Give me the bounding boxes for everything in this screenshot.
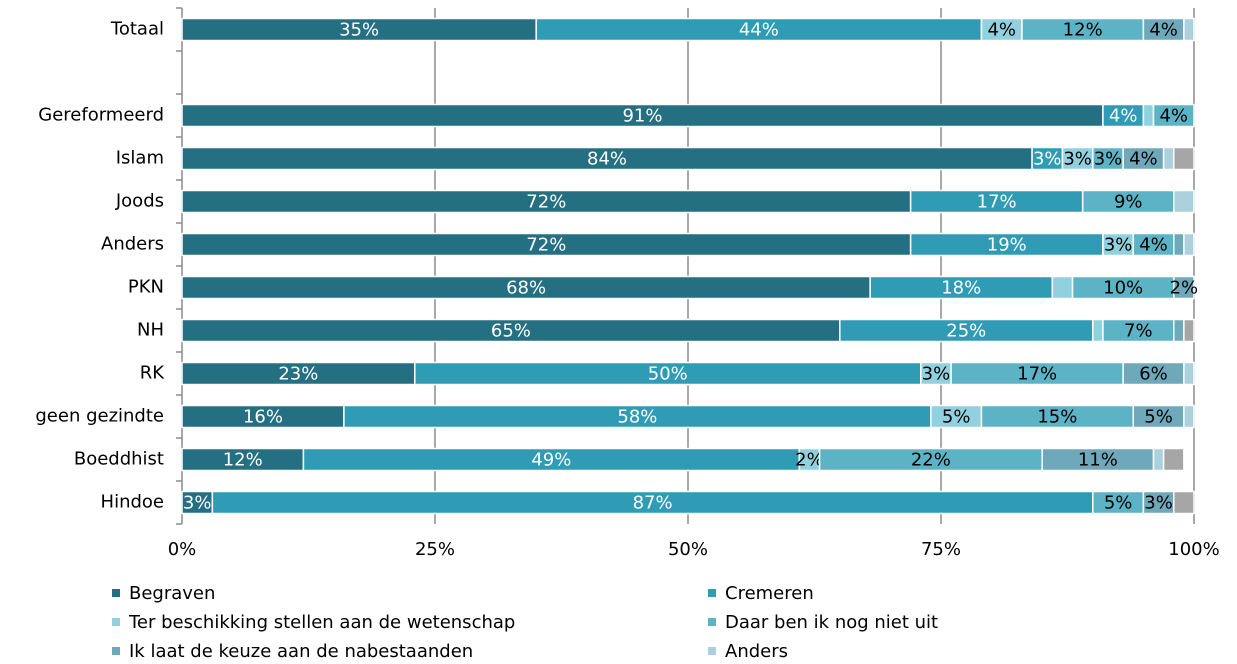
legend-swatch [112, 589, 120, 597]
data-label: 5% [942, 407, 971, 428]
bar-segment [1173, 490, 1195, 515]
y-tick-label: Hindoe [101, 492, 164, 513]
data-label: 7% [1124, 321, 1153, 342]
data-label: 84% [587, 149, 627, 170]
data-label: 4% [987, 20, 1016, 41]
data-label: 5% [1144, 407, 1173, 428]
y-tick-label: Anders [101, 234, 164, 255]
bar-segment [1183, 17, 1195, 42]
bar-segment [1173, 189, 1195, 214]
data-label: 12% [223, 450, 263, 471]
x-tick-label: 50% [668, 539, 708, 560]
bar-segment [1173, 146, 1195, 171]
legend-label: Begraven [129, 583, 215, 604]
data-label: 4% [1149, 20, 1178, 41]
bar-segment [1162, 447, 1185, 472]
data-label: 91% [622, 106, 662, 127]
data-label: 2% [1170, 278, 1199, 299]
legend-label: Ik laat de keuze aan de nabestaanden [129, 641, 473, 662]
data-label: 44% [739, 20, 779, 41]
y-tick-label: Totaal [110, 19, 164, 40]
data-label: 6% [1139, 364, 1168, 385]
legend-swatch [708, 647, 716, 655]
data-label: 3% [1063, 149, 1092, 170]
data-label: 17% [977, 192, 1017, 213]
bar-segment [1162, 146, 1175, 171]
data-label: 16% [243, 407, 283, 428]
bar-segment [1051, 275, 1074, 300]
bar-segment [1183, 318, 1195, 343]
legend-swatch [112, 647, 120, 655]
y-tick-label: Gereformeerd [38, 105, 164, 126]
x-tick-label: 25% [415, 539, 455, 560]
data-label: 11% [1078, 450, 1118, 471]
data-label: 3% [922, 364, 951, 385]
data-label: 3% [183, 493, 212, 514]
bar-segment [1173, 318, 1185, 343]
data-label: 23% [278, 364, 318, 385]
y-tick-label: Islam [116, 148, 164, 169]
data-label: 2% [795, 450, 824, 471]
data-label: 68% [506, 278, 546, 299]
bar-segment [1183, 361, 1195, 386]
data-label: 22% [911, 450, 951, 471]
y-tick-label: NH [137, 320, 164, 341]
bar-segment [1142, 103, 1155, 128]
data-label: 4% [1139, 235, 1168, 256]
bar-segment [1183, 404, 1195, 429]
data-label: 49% [531, 450, 571, 471]
bar-segment [1173, 275, 1195, 300]
bar-segment [1173, 232, 1185, 257]
data-label: 4% [1159, 106, 1188, 127]
data-label: 4% [1129, 149, 1158, 170]
data-label: 35% [339, 20, 379, 41]
data-label: 12% [1063, 20, 1103, 41]
data-label: 72% [526, 192, 566, 213]
bar-segment [1183, 232, 1195, 257]
legend-swatch [112, 618, 120, 626]
data-label: 72% [526, 235, 566, 256]
data-label: 87% [633, 493, 673, 514]
y-tick-label: PKN [128, 277, 164, 298]
data-label: 9% [1114, 192, 1143, 213]
bar-segment [1152, 103, 1195, 128]
y-tick-label: RK [140, 363, 166, 384]
legend-label: Ter beschikking stellen aan de wetenscha… [128, 612, 515, 633]
y-tick-label: Joods [115, 191, 164, 212]
legend-label: Daar ben ik nog niet uit [725, 612, 938, 633]
y-tick-label: Boeddhist [74, 449, 164, 470]
data-label: 19% [987, 235, 1027, 256]
data-label: 25% [946, 321, 986, 342]
data-label: 65% [491, 321, 531, 342]
bar-segment [1152, 447, 1165, 472]
y-tick-label: geen gezindte [35, 406, 164, 427]
legend-label: Anders [725, 641, 788, 662]
x-tick-label: 75% [921, 539, 961, 560]
bar-segment [1092, 318, 1104, 343]
x-tick-label: 100% [1168, 539, 1219, 560]
data-label: 3% [1104, 235, 1133, 256]
data-label: 18% [941, 278, 981, 299]
legend-label: Cremeren [725, 583, 814, 604]
legend-swatch [708, 618, 716, 626]
data-label: 4% [1109, 106, 1138, 127]
x-tick-label: 0% [168, 539, 197, 560]
data-label: 17% [1017, 364, 1057, 385]
legend-swatch [708, 589, 716, 597]
data-label: 15% [1037, 407, 1077, 428]
data-label: 10% [1103, 278, 1143, 299]
data-label: 3% [1094, 149, 1123, 170]
data-label: 5% [1104, 493, 1133, 514]
data-label: 50% [648, 364, 688, 385]
data-label: 58% [617, 407, 657, 428]
data-label: 3% [1033, 149, 1062, 170]
data-label: 3% [1144, 493, 1173, 514]
